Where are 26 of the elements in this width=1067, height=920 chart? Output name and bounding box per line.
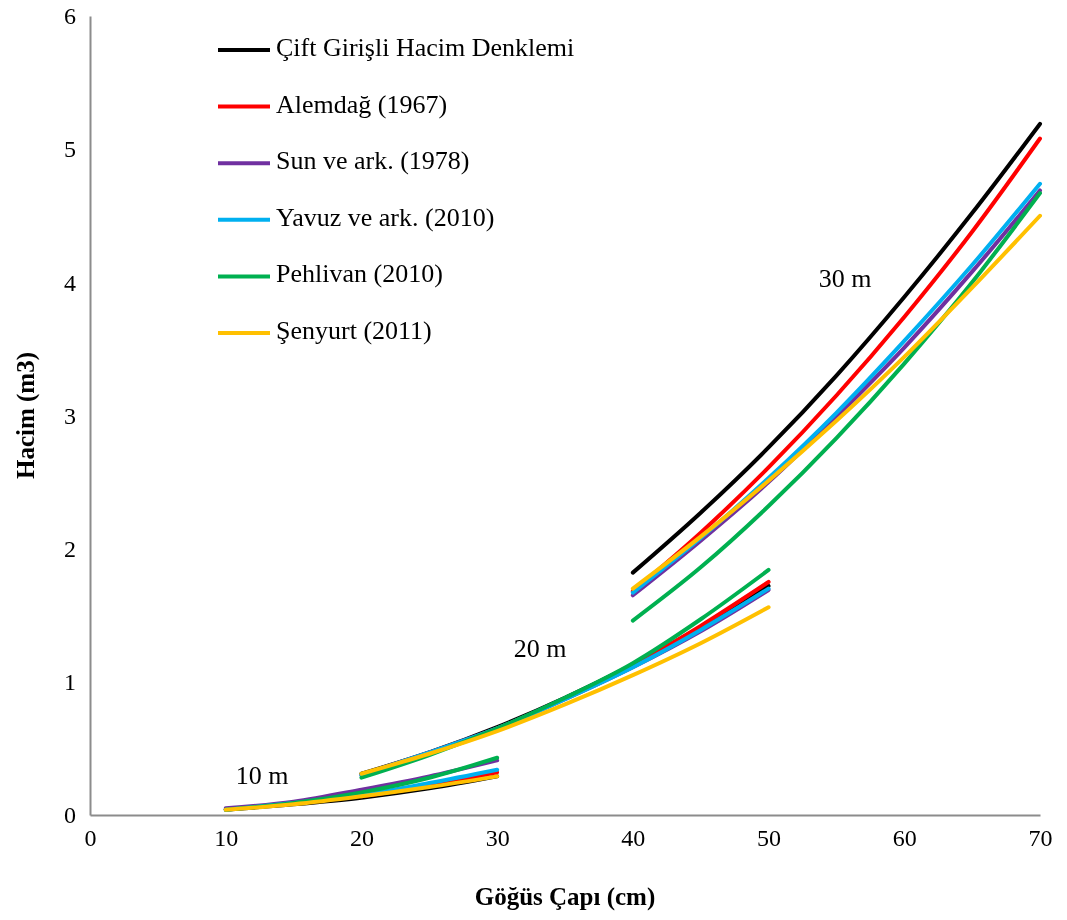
x-axis-title: Göğüs Çapı (cm) <box>474 883 656 911</box>
legend-label: Sun ve ark. (1978) <box>276 146 470 176</box>
legend-label: Yavuz ve ark. (2010) <box>276 202 495 232</box>
y-tick-label: 1 <box>64 669 76 696</box>
x-tick-label: 0 <box>84 825 97 852</box>
x-tick-label: 10 <box>214 825 239 852</box>
y-tick-label: 6 <box>64 3 76 30</box>
x-tick-label: 40 <box>621 825 646 852</box>
legend-label: Şenyurt (2011) <box>276 315 432 345</box>
y-axis-title: Hacim (m3) <box>12 351 40 480</box>
x-tick-label: 60 <box>892 825 917 852</box>
legend-label: Pehlivan (2010) <box>276 259 443 289</box>
x-tick-label: 70 <box>1028 825 1053 852</box>
x-tick-label: 50 <box>757 825 782 852</box>
legend-label: Alemdağ (1967) <box>276 89 448 119</box>
legend-label: Çift Girişli Hacim Denklemi <box>276 32 575 62</box>
y-tick-label: 3 <box>64 402 76 429</box>
x-tick-label: 20 <box>349 825 374 852</box>
y-tick-label: 5 <box>64 136 76 163</box>
y-tick-label: 4 <box>64 269 76 296</box>
annotation: 20 m <box>513 633 567 663</box>
x-tick-label: 30 <box>485 825 510 852</box>
annotation: 10 m <box>235 760 289 790</box>
y-tick-label: 0 <box>64 802 76 829</box>
y-tick-label: 2 <box>64 535 76 562</box>
annotation: 30 m <box>818 263 872 293</box>
